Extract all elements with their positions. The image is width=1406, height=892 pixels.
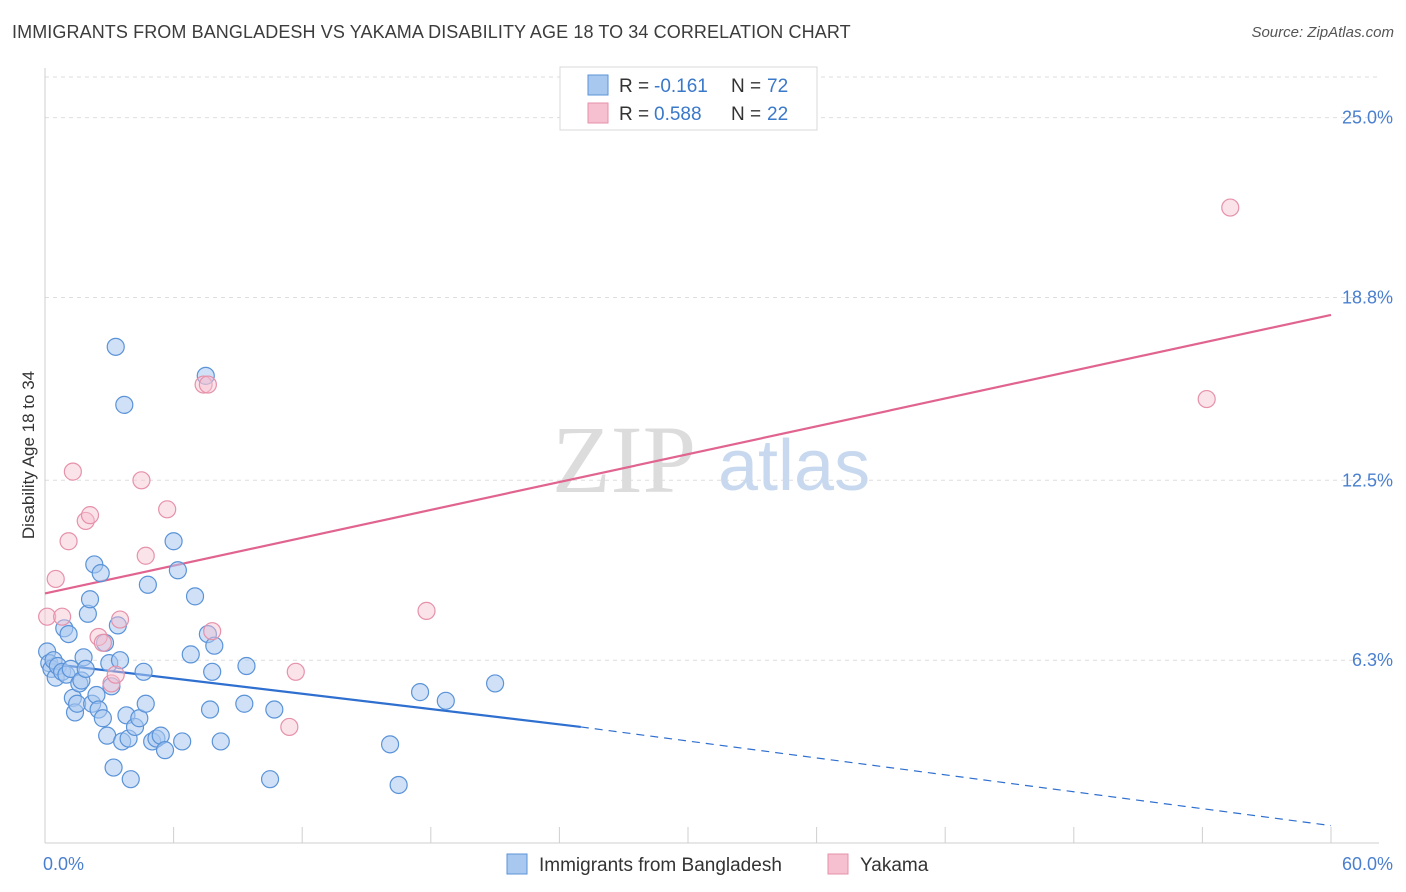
watermark-atlas: atlas: [718, 426, 870, 506]
point-yakama: [203, 622, 222, 641]
point-yakama: [280, 717, 299, 737]
stats-n-label-0: N =: [731, 76, 761, 97]
point-bangladesh: [136, 694, 155, 713]
trend-line-yakama: [44, 313, 1332, 595]
point-bangladesh: [80, 590, 100, 609]
point-bangladesh: [203, 662, 222, 681]
point-bangladesh: [410, 683, 430, 702]
point-bangladesh: [200, 700, 220, 719]
point-bangladesh: [121, 770, 140, 789]
y-tick-label: 18.8%: [1342, 288, 1393, 308]
stats-legend-swatch-yakama: [587, 102, 609, 124]
chart-title: IMMIGRANTS FROM BANGLADESH VS YAKAMA DIS…: [12, 22, 851, 42]
y-tick-label: 12.5%: [1342, 470, 1393, 490]
stats-r-label-1: R =: [619, 104, 649, 125]
point-yakama: [194, 375, 213, 394]
point-bangladesh: [265, 700, 284, 719]
point-bangladesh: [173, 732, 192, 751]
stats-r-value-0: -0.161: [654, 76, 708, 97]
point-bangladesh: [389, 775, 408, 795]
point-yakama: [38, 607, 57, 626]
point-yakama: [1197, 389, 1216, 409]
point-bangladesh: [104, 758, 123, 777]
point-yakama: [46, 569, 65, 589]
point-bangladesh: [115, 395, 134, 414]
legend-swatch-bangladesh: [506, 853, 528, 875]
point-yakama: [132, 471, 151, 490]
stats-legend-swatch-bangladesh: [587, 74, 609, 96]
y-axis-title: Disability Age 18 to 34: [19, 371, 38, 539]
y-tick-label: 6.3%: [1352, 650, 1393, 670]
point-bangladesh: [91, 564, 110, 583]
point-bangladesh: [205, 636, 224, 655]
trend-lines: [44, 313, 1332, 827]
stats-n-label-1: N =: [731, 104, 761, 125]
point-yakama: [136, 546, 155, 565]
point-yakama: [106, 665, 125, 684]
point-yakama: [110, 610, 130, 629]
watermark-zip: ZIP: [552, 406, 696, 513]
point-bangladesh: [134, 662, 153, 681]
point-yakama: [53, 607, 72, 626]
stats-n-value-0: 72: [767, 76, 788, 97]
gridlines: [45, 76, 1379, 661]
point-bangladesh: [168, 561, 187, 580]
x-tick-labels: 0.0% 60.0%: [43, 854, 1393, 874]
x-tick-label: 0.0%: [43, 854, 84, 874]
point-yakama: [286, 662, 305, 681]
data-points: [38, 198, 1240, 795]
point-yakama: [158, 500, 177, 519]
point-yakama: [59, 532, 78, 551]
point-yakama: [63, 462, 82, 481]
point-yakama: [417, 601, 436, 620]
stats-n-value-1: 22: [767, 104, 788, 125]
point-bangladesh: [211, 732, 230, 751]
point-bangladesh: [260, 770, 280, 789]
stats-r-value-1: 0.588: [654, 104, 702, 125]
point-bangladesh: [138, 575, 157, 594]
y-tick-label: 25.0%: [1342, 108, 1393, 128]
point-bangladesh: [237, 656, 256, 676]
point-bangladesh: [436, 691, 455, 710]
point-yakama: [198, 375, 217, 394]
legend-label-yakama: Yakama: [860, 855, 929, 876]
source-label: Source: ZipAtlas.com: [1251, 24, 1394, 41]
legend-swatch-yakama: [827, 853, 849, 875]
point-bangladesh: [106, 337, 125, 356]
point-bangladesh: [164, 532, 183, 551]
point-bangladesh: [380, 735, 400, 754]
point-bangladesh: [185, 587, 205, 606]
point-yakama: [102, 674, 121, 693]
point-bangladesh: [155, 741, 175, 760]
watermark: ZIP atlas: [552, 406, 870, 513]
point-bangladesh: [486, 674, 505, 693]
trend-line-bangladesh: [44, 662, 581, 729]
x-tick-label: 60.0%: [1342, 854, 1393, 874]
point-yakama: [93, 633, 112, 652]
point-bangladesh: [59, 624, 78, 644]
point-bangladesh: [235, 694, 254, 713]
legend-label-bangladesh: Immigrants from Bangladesh: [539, 855, 782, 876]
point-yakama: [80, 506, 100, 525]
point-bangladesh: [93, 709, 112, 728]
point-bangladesh: [181, 645, 200, 664]
stats-r-label-0: R =: [619, 76, 649, 97]
point-bangladesh: [110, 651, 130, 670]
series-legend: Immigrants from Bangladesh Yakama: [506, 853, 929, 876]
stats-legend: R = -0.161 N = 72 R = 0.588 N = 22: [559, 66, 818, 131]
axes: [44, 68, 1379, 844]
point-bangladesh: [76, 659, 95, 679]
y-tick-labels: 6.3% 12.5% 18.8% 25.0%: [1342, 108, 1393, 671]
trend-line-bangladesh-extension: [580, 726, 1332, 827]
point-yakama: [1221, 198, 1240, 217]
